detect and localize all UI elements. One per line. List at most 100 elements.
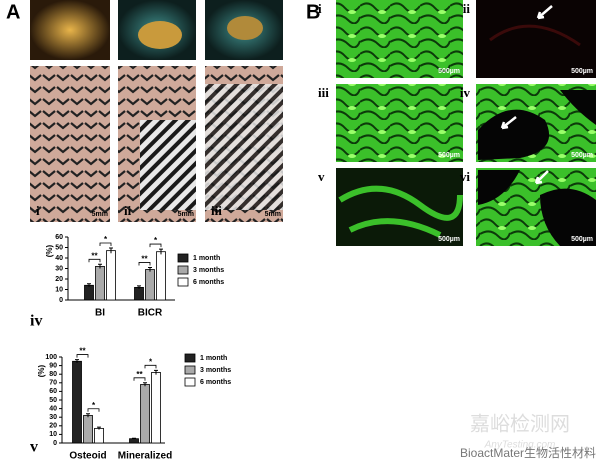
panel-b: B i ii iii iv v vi 500µm 500µm 500µm 500… — [306, 0, 596, 246]
y-tick-label: 20 — [49, 423, 57, 430]
image — [476, 0, 596, 78]
arrow — [500, 5, 553, 185]
significance-label: * — [149, 357, 153, 366]
significance-label: * — [92, 401, 96, 410]
image — [30, 66, 110, 222]
image — [478, 170, 596, 246]
y-tick-label: 0 — [53, 440, 57, 447]
y-tick-label: 60 — [49, 388, 57, 395]
source: BioactMater生物活性材料 — [460, 446, 596, 460]
image — [489, 24, 581, 47]
panel-label: A — [6, 1, 20, 23]
y-tick-label: 0 — [59, 297, 63, 304]
significance-bracket — [133, 377, 146, 381]
significance-label: ** — [136, 370, 143, 379]
bar — [83, 415, 93, 444]
x-tick-label: BI — [95, 308, 105, 319]
error-bar — [109, 247, 113, 254]
y-tick-label: 60 — [55, 234, 63, 241]
image — [227, 16, 263, 40]
image-label: i — [318, 1, 322, 16]
watermark: AnyTesting.com — [484, 440, 556, 451]
significance-bracket — [149, 243, 162, 248]
error-bar — [86, 413, 90, 418]
panel-a: A i ii iii 5mm 5mm 5mm — [6, 0, 283, 222]
y-tick-label: 50 — [49, 397, 57, 404]
scale-label: 500µm — [438, 236, 460, 243]
x-tick-label: Osteoid — [69, 451, 106, 462]
legend-label: 3 months — [200, 367, 231, 374]
y-axis-label: (%) — [45, 244, 54, 257]
significance-label: ** — [79, 347, 86, 356]
error-bar — [137, 285, 141, 289]
significance-label: * — [104, 235, 108, 244]
panel-label: iv — [30, 313, 42, 330]
image — [140, 120, 196, 210]
y-tick-label: 100 — [45, 354, 57, 361]
y-tick-label: 80 — [49, 371, 57, 378]
image-label: vi — [460, 169, 471, 184]
error-bar — [159, 248, 163, 255]
y-tick-label: 10 — [55, 286, 63, 293]
significance-label: * — [154, 236, 158, 245]
significance-bracket — [88, 258, 101, 263]
error-bar — [87, 283, 91, 287]
y-tick-label: 10 — [49, 431, 57, 438]
scale-label: 500µm — [571, 68, 593, 75]
image-label: v — [318, 169, 325, 184]
y-tick-label: 40 — [55, 255, 63, 262]
significance-bracket — [87, 408, 100, 412]
bar — [151, 372, 161, 444]
scale-label: 5mm — [178, 211, 194, 218]
bar — [129, 438, 139, 444]
image — [30, 0, 110, 60]
error-bar — [154, 369, 158, 375]
scale-label: 500µm — [438, 68, 460, 75]
legend-label: 6 months — [193, 279, 224, 286]
legend-swatch — [177, 277, 189, 287]
bar — [72, 360, 82, 444]
legend-label: 3 months — [193, 267, 224, 274]
y-tick-label: 30 — [55, 265, 63, 272]
image — [336, 84, 463, 162]
watermark: 嘉峪检测网 — [470, 412, 570, 435]
scale-label: 5mm — [92, 211, 108, 218]
y-tick-label: 30 — [49, 414, 57, 421]
error-bar — [75, 359, 79, 364]
bar — [95, 265, 105, 301]
image-label: iii — [318, 85, 329, 100]
image-label: ii — [124, 203, 132, 218]
image — [338, 185, 463, 238]
legend-swatch — [177, 253, 189, 263]
panel-label: v — [30, 439, 38, 456]
bar — [84, 284, 94, 301]
error-bar — [98, 263, 102, 269]
image-label: iii — [211, 203, 222, 218]
image — [478, 90, 596, 160]
image — [336, 0, 463, 78]
x-tick-label: Mineralized — [118, 451, 172, 462]
bar — [94, 427, 104, 444]
legend-label: 1 month — [193, 255, 220, 262]
legend-swatch — [184, 365, 196, 375]
scale-label: 500µm — [571, 152, 593, 159]
image-label: iv — [460, 85, 471, 100]
significance-bracket — [144, 364, 157, 369]
y-tick-label: 20 — [55, 276, 63, 283]
image-label: ii — [463, 1, 471, 16]
legend-swatch — [184, 353, 196, 363]
y-axis-label: (%) — [37, 364, 46, 377]
error-bar — [143, 382, 147, 387]
bar — [140, 384, 150, 444]
y-tick-label: 50 — [55, 244, 63, 251]
significance-bracket — [99, 242, 112, 247]
bar — [145, 269, 155, 301]
bar — [106, 250, 116, 301]
legend-label: 1 month — [200, 355, 227, 362]
y-tick-label: 70 — [49, 380, 57, 387]
significance-label: ** — [91, 251, 98, 260]
error-bar — [132, 437, 136, 440]
significance-bracket — [138, 262, 151, 266]
bar — [156, 251, 166, 301]
